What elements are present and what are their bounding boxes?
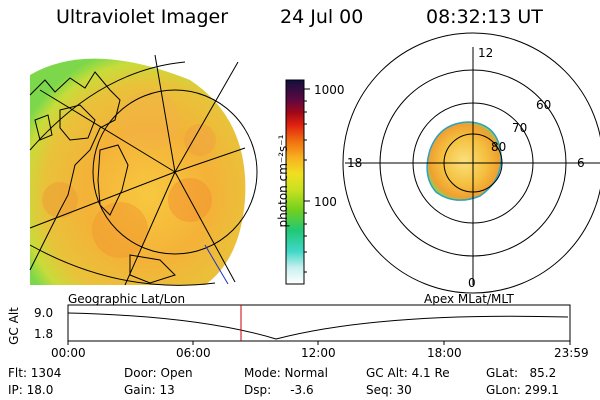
altitude-curve (67, 312, 569, 340)
colorbar-minor-ticks (304, 100, 307, 273)
lat-lon-grid (29, 54, 258, 286)
colorbar-unit: photon cm⁻²s⁻¹ (276, 134, 290, 228)
info-door: Door: Open (124, 366, 193, 380)
time-tick-0000: 00:00 (51, 346, 86, 360)
time-tick-1800: 18:00 (427, 346, 462, 360)
info-dsp: Dsp: -3.6 (244, 383, 314, 397)
app-title: Ultraviolet Imager (56, 6, 229, 28)
info-seq: Seq: 30 (366, 383, 412, 397)
altitude-tick-high: 9.0 (34, 306, 54, 320)
altitude-tick-low: 1.8 (34, 327, 54, 341)
colorbar-scale (285, 79, 305, 285)
time-tick-2359: 23:59 (554, 346, 589, 360)
geographic-map (29, 54, 258, 286)
time-tick-1200: 12:00 (301, 346, 336, 360)
lat-label-60: 60 (536, 98, 552, 112)
info-glon: GLon: 299.1 (486, 383, 559, 397)
polar-grid (342, 32, 600, 294)
colorbar-label-100: 100 (314, 195, 337, 209)
observation-time: 08:32:13 UT (426, 6, 543, 28)
orbit-track (204, 244, 229, 285)
altitude-ticks (67, 341, 571, 345)
polar-plot (342, 32, 600, 294)
mlt-label-0: 0 (468, 276, 476, 290)
mlt-label-6: 6 (577, 156, 585, 170)
uv-emission-region (30, 58, 246, 286)
time-tick-0600: 06:00 (176, 346, 211, 360)
apex-projection-label: Apex MLat/MLT (424, 292, 514, 306)
altitude-axis-label: GC Alt (7, 307, 21, 345)
mlt-label-12: 12 (478, 46, 494, 60)
info-gain: Gain: 13 (124, 383, 175, 397)
coastlines (29, 71, 176, 284)
info-gc-alt: GC Alt: 4.1 Re (366, 366, 450, 380)
info-flight: Flt: 1304 (8, 366, 62, 380)
info-ip: IP: 18.0 (8, 383, 54, 397)
lat-label-70: 70 (512, 121, 528, 135)
mlt-label-18: 18 (347, 156, 363, 170)
geo-projection-label: Geographic Lat/Lon (68, 292, 186, 306)
info-glat: GLat: 85.2 (486, 366, 557, 380)
lat-label-80: 80 (491, 140, 507, 154)
altitude-plot-frame (67, 304, 571, 342)
auroral-oval (426, 121, 502, 201)
colorbar (285, 79, 310, 285)
info-mode: Mode: Normal (244, 366, 328, 380)
colorbar-label-1000: 1000 (314, 83, 345, 97)
altitude-plot (67, 304, 571, 345)
observation-date: 24 Jul 00 (280, 6, 364, 28)
